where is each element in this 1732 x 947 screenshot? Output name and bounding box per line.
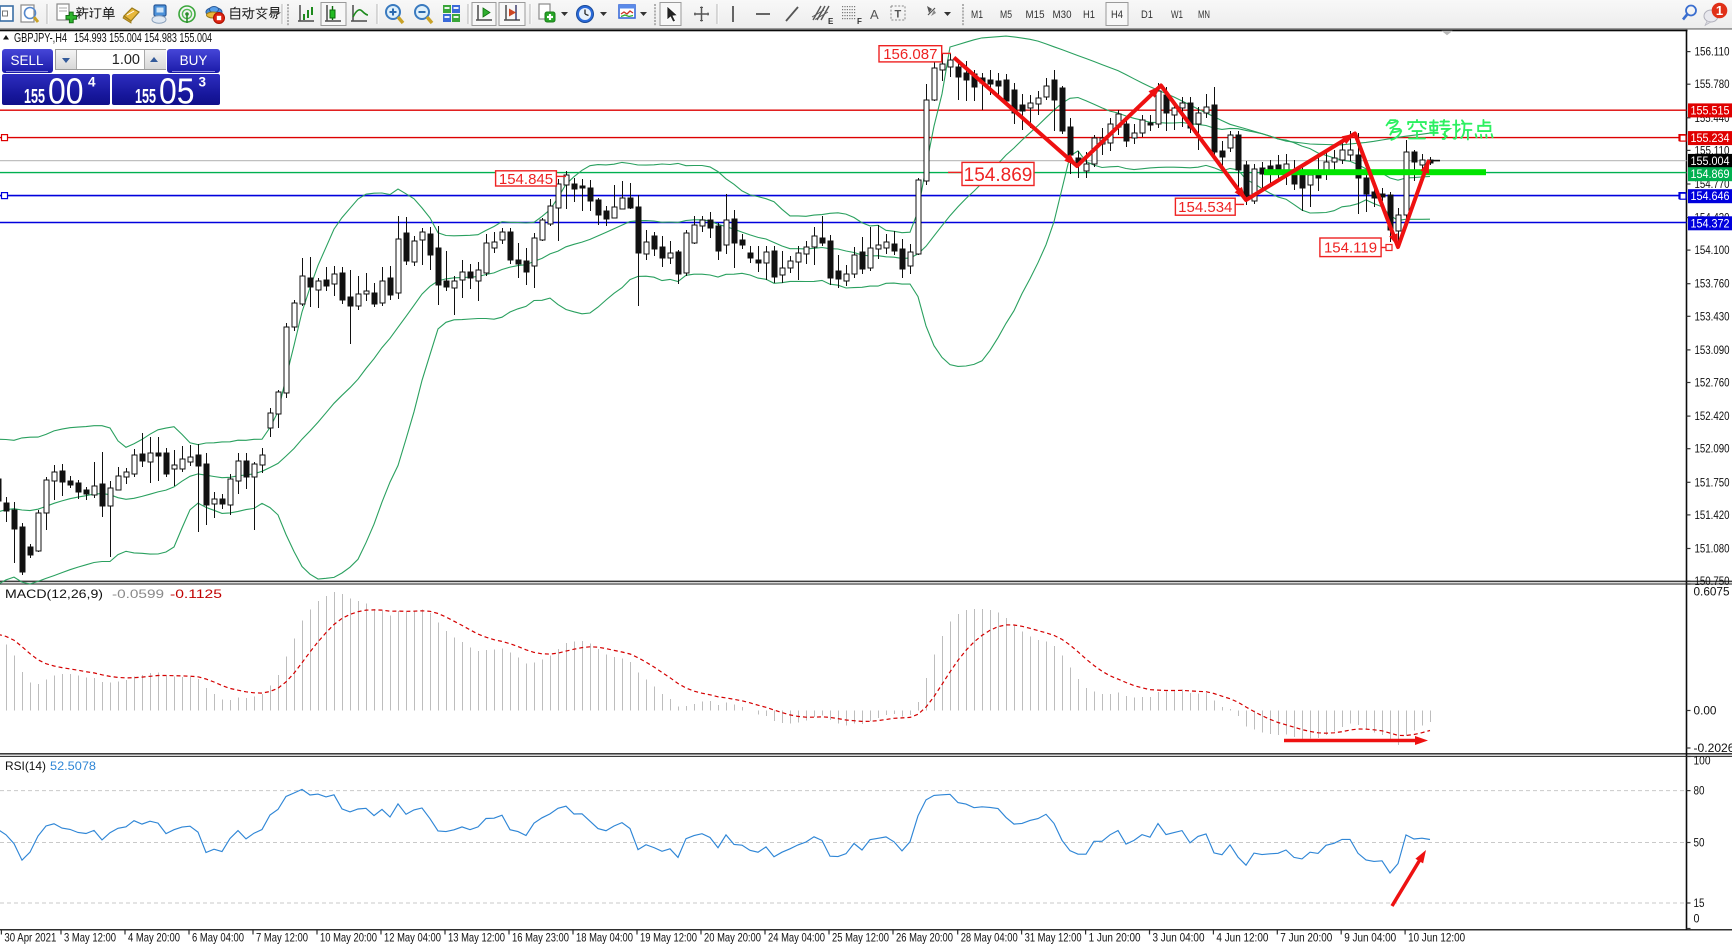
svg-text:153.090: 153.090 bbox=[1695, 343, 1730, 357]
svg-text:00: 00 bbox=[48, 71, 84, 111]
svg-text:152.760: 152.760 bbox=[1695, 376, 1730, 390]
svg-text:M1: M1 bbox=[971, 9, 983, 21]
svg-text:15: 15 bbox=[1694, 896, 1705, 910]
svg-text:152.090: 152.090 bbox=[1695, 442, 1730, 456]
svg-text:4 May 20:00: 4 May 20:00 bbox=[128, 931, 180, 945]
svg-text:150.750: 150.750 bbox=[1695, 574, 1730, 588]
svg-text:151.080: 151.080 bbox=[1695, 542, 1730, 556]
svg-text:-0.0599: -0.0599 bbox=[112, 587, 164, 601]
svg-text:156.087: 156.087 bbox=[883, 46, 937, 63]
svg-text:154.119: 154.119 bbox=[1324, 240, 1377, 257]
svg-text:3 May 12:00: 3 May 12:00 bbox=[64, 931, 116, 945]
svg-text:50: 50 bbox=[1694, 836, 1705, 850]
svg-text:T: T bbox=[895, 9, 902, 21]
svg-text:155.234: 155.234 bbox=[1691, 131, 1730, 145]
svg-text:155.515: 155.515 bbox=[1691, 103, 1730, 117]
svg-text:18 May 04:00: 18 May 04:00 bbox=[576, 931, 633, 945]
svg-text:H1: H1 bbox=[1083, 9, 1095, 21]
svg-text:154.993 155.004 154.983 155.00: 154.993 155.004 154.983 155.004 bbox=[74, 31, 212, 45]
svg-text:-0.1125: -0.1125 bbox=[170, 587, 222, 601]
svg-text:MACD(12,26,9): MACD(12,26,9) bbox=[5, 587, 103, 601]
svg-text:153.430: 153.430 bbox=[1695, 309, 1730, 323]
svg-text:155.110: 155.110 bbox=[1695, 143, 1730, 157]
svg-text:155: 155 bbox=[135, 86, 156, 108]
svg-text:80: 80 bbox=[1694, 784, 1705, 798]
svg-text:154.372: 154.372 bbox=[1691, 216, 1730, 230]
svg-text:151.420: 151.420 bbox=[1695, 508, 1730, 522]
svg-text:4: 4 bbox=[88, 75, 96, 90]
svg-text:10 Jun 12:00: 10 Jun 12:00 bbox=[1408, 931, 1465, 945]
svg-text:154.869: 154.869 bbox=[964, 165, 1033, 186]
svg-text:RSI(14): RSI(14) bbox=[5, 759, 46, 773]
svg-text:100: 100 bbox=[1694, 754, 1711, 768]
svg-text:30 Apr 2021: 30 Apr 2021 bbox=[4, 931, 56, 945]
svg-text:3 Jun 04:00: 3 Jun 04:00 bbox=[1153, 931, 1205, 945]
svg-text:26 May 20:00: 26 May 20:00 bbox=[896, 931, 953, 945]
svg-text:A: A bbox=[870, 7, 879, 22]
svg-text:25 May 12:00: 25 May 12:00 bbox=[832, 931, 889, 945]
svg-text:F: F bbox=[857, 17, 862, 26]
svg-text:20 May 20:00: 20 May 20:00 bbox=[704, 931, 761, 945]
svg-text:10 May 20:00: 10 May 20:00 bbox=[320, 931, 377, 945]
svg-text:H4: H4 bbox=[1111, 9, 1123, 21]
svg-text:M5: M5 bbox=[1000, 9, 1012, 21]
svg-text:12 May 04:00: 12 May 04:00 bbox=[384, 931, 441, 945]
svg-text:154.100: 154.100 bbox=[1695, 243, 1730, 257]
svg-text:W1: W1 bbox=[1171, 9, 1183, 21]
svg-text:155: 155 bbox=[24, 86, 45, 108]
svg-text:7 May 12:00: 7 May 12:00 bbox=[256, 931, 308, 945]
svg-text:1 Jun 20:00: 1 Jun 20:00 bbox=[1089, 931, 1141, 945]
svg-text:MN: MN bbox=[1198, 9, 1210, 21]
svg-text:05: 05 bbox=[159, 71, 195, 111]
svg-text:28 May 04:00: 28 May 04:00 bbox=[961, 931, 1018, 945]
svg-text:7 Jun 20:00: 7 Jun 20:00 bbox=[1280, 931, 1332, 945]
svg-text:6 May 04:00: 6 May 04:00 bbox=[192, 931, 244, 945]
svg-text:-0.2026: -0.2026 bbox=[1694, 741, 1732, 755]
svg-text:31 May 12:00: 31 May 12:00 bbox=[1025, 931, 1082, 945]
svg-text:0: 0 bbox=[1694, 912, 1700, 926]
svg-text:3: 3 bbox=[199, 75, 207, 90]
svg-text:0.6075: 0.6075 bbox=[1694, 585, 1730, 599]
svg-text:16 May 23:00: 16 May 23:00 bbox=[512, 931, 569, 945]
svg-text:M30: M30 bbox=[1053, 9, 1072, 21]
svg-text:E: E bbox=[828, 17, 834, 26]
svg-text:154.534: 154.534 bbox=[1178, 199, 1232, 216]
svg-text:13 May 12:00: 13 May 12:00 bbox=[448, 931, 505, 945]
svg-text:1: 1 bbox=[1716, 3, 1723, 18]
svg-text:0.00: 0.00 bbox=[1694, 704, 1717, 718]
svg-text:156.110: 156.110 bbox=[1695, 45, 1730, 59]
svg-text:9 Jun 04:00: 9 Jun 04:00 bbox=[1344, 931, 1396, 945]
svg-text:154.646: 154.646 bbox=[1691, 189, 1730, 203]
svg-text:154.869: 154.869 bbox=[1691, 167, 1730, 181]
svg-text:52.5078: 52.5078 bbox=[50, 759, 96, 773]
svg-text:151.750: 151.750 bbox=[1695, 475, 1730, 489]
svg-text:154.845: 154.845 bbox=[499, 171, 553, 188]
svg-text:19 May 12:00: 19 May 12:00 bbox=[640, 931, 697, 945]
svg-text:155.780: 155.780 bbox=[1695, 77, 1730, 91]
svg-text:24 May 04:00: 24 May 04:00 bbox=[768, 931, 825, 945]
svg-text:152.420: 152.420 bbox=[1695, 409, 1730, 423]
svg-text:153.760: 153.760 bbox=[1695, 277, 1730, 291]
svg-text:M15: M15 bbox=[1026, 9, 1045, 21]
svg-text:D1: D1 bbox=[1141, 9, 1153, 21]
svg-text:155.004: 155.004 bbox=[1691, 154, 1730, 168]
svg-text:4 Jun 12:00: 4 Jun 12:00 bbox=[1216, 931, 1268, 945]
svg-text:GBPJPY-,H4: GBPJPY-,H4 bbox=[14, 31, 67, 45]
